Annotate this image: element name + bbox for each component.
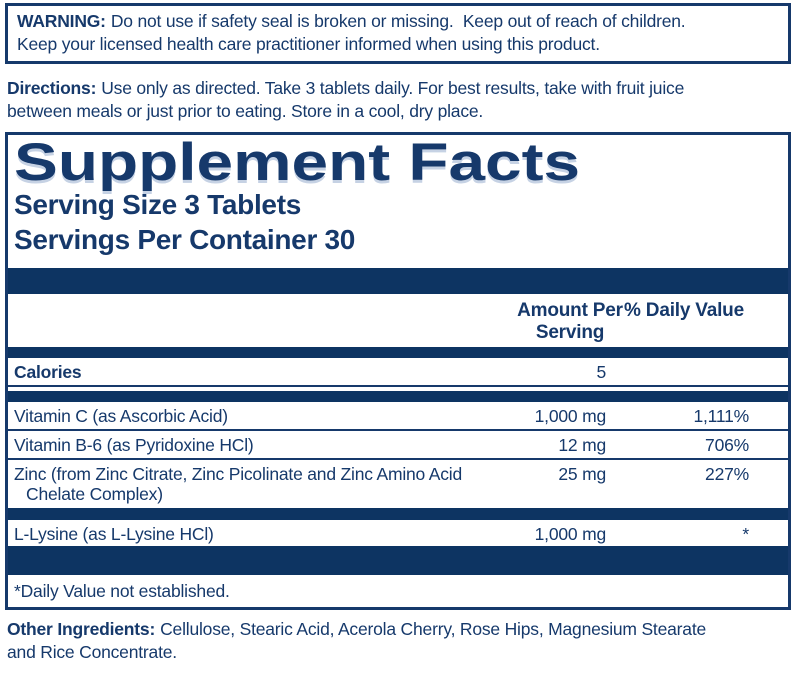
separator-bar-other xyxy=(8,508,788,520)
nutrient-name: Vitamin C (as Ascorbic Acid) xyxy=(14,406,228,426)
nutrient-row: L-Lysine (as L-Lysine HCl) 1,000 mg * xyxy=(8,520,788,546)
calories-amount: 5 xyxy=(596,362,606,382)
other-ingredients-line: Other Ingredients: Cellulose, Stearic Aci… xyxy=(7,618,796,641)
warning-line: WARNING: Do not use if safety seal is bro… xyxy=(17,10,779,33)
daily-value-column-header: % Daily Value xyxy=(624,300,744,321)
amount-column-header: Amount Per Serving xyxy=(517,300,623,343)
separator-bar-top xyxy=(8,268,788,294)
calories-row: Calories 5 xyxy=(8,358,788,387)
other-ingredients-text-line-1: Cellulose, Stearic Acid, Acerola Cherry,… xyxy=(160,619,707,639)
supplement-facts-panel: Supplement Facts Serving Size 3 Tablets … xyxy=(5,132,791,610)
nutrient-name: Vitamin B-6 (as Pyridoxine HCl) xyxy=(14,435,254,455)
separator-bar-footnote xyxy=(8,546,788,575)
warning-box: WARNING: Do not use if safety seal is bro… xyxy=(5,3,791,64)
nutrient-amount: 12 mg xyxy=(558,435,606,455)
servings-per-container: Servings Per Container 30 xyxy=(14,224,356,255)
separator-bar-header xyxy=(8,347,788,358)
separator-bar-calories xyxy=(8,391,788,402)
directions-paragraph: Directions: Use only as directed. Take 3 … xyxy=(7,77,796,123)
directions-text-line-2: between meals or just prior to eating. S… xyxy=(7,101,484,121)
table-header-row: Amount Per Serving % Daily Value xyxy=(8,294,788,344)
nutrient-daily-value: * xyxy=(742,524,749,544)
warning-text-line-1: Do not use if safety seal is broken or m… xyxy=(110,11,686,31)
nutrient-daily-value: 706% xyxy=(705,435,749,455)
other-ingredients-paragraph: Other Ingredients: Cellulose, Stearic Aci… xyxy=(7,618,796,664)
other-nutrient-rows: L-Lysine (as L-Lysine HCl) 1,000 mg * xyxy=(8,520,788,546)
warning-label: WARNING: xyxy=(17,11,106,31)
warning-text-line-2: Keep your licensed health care practitio… xyxy=(17,34,600,54)
nutrient-daily-value: 227% xyxy=(705,464,749,484)
directions-label: Directions: xyxy=(7,78,97,98)
daily-value-footnote: *Daily Value not established. xyxy=(14,581,230,601)
nutrient-row: Zinc (from Zinc Citrate, Zinc Picolinate… xyxy=(8,460,788,508)
nutrient-amount: 1,000 mg xyxy=(534,406,607,426)
calories-label: Calories xyxy=(14,362,82,382)
main-nutrient-rows: Vitamin C (as Ascorbic Acid) 1,000 mg 1,11… xyxy=(8,402,788,508)
directions-line: Directions: Use only as directed. Take 3 … xyxy=(7,77,796,100)
other-ingredients-label: Other Ingredients: xyxy=(7,619,156,639)
nutrient-row: Vitamin B-6 (as Pyridoxine HCl) 12 mg 706% xyxy=(8,431,788,460)
nutrient-row: Vitamin C (as Ascorbic Acid) 1,000 mg 1,11… xyxy=(8,402,788,431)
other-ingredients-text-line-2: and Rice Concentrate. xyxy=(7,642,177,662)
nutrient-name: Zinc (from Zinc Citrate, Zinc Picolinate… xyxy=(14,464,463,504)
directions-text-line-1: Use only as directed. Take 3 tablets dai… xyxy=(101,78,685,98)
serving-size: Serving Size 3 Tablets xyxy=(14,189,301,220)
nutrient-daily-value: 1,111% xyxy=(693,406,749,426)
supplement-facts-title: Supplement Facts xyxy=(14,133,581,192)
nutrient-amount: 1,000 mg xyxy=(534,524,607,544)
nutrient-amount: 25 mg xyxy=(558,464,606,484)
nutrient-name: L-Lysine (as L-Lysine HCl) xyxy=(14,524,214,544)
